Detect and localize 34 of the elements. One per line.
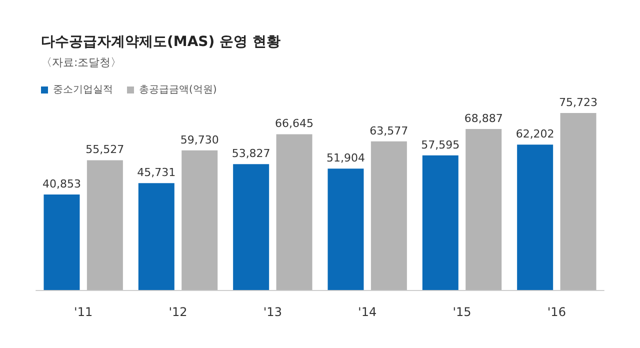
bar [182,150,218,290]
data-label: 63,577 [370,124,408,138]
data-label: 55,527 [86,143,124,156]
data-label: 45,731 [137,166,176,180]
bar [44,194,80,290]
bar [86,160,123,290]
data-label: 62,202 [516,128,554,141]
chart-title: 다수공급자계약제도(MAS) 운영 현황 [41,34,280,50]
x-tick-label: '13 [263,305,282,319]
bar [466,128,502,290]
bar [138,183,174,290]
data-label: 66,645 [275,117,314,130]
data-label: 51,904 [326,152,365,165]
x-tick-label: '16 [547,305,566,319]
bar [517,144,554,290]
bar [276,134,312,290]
data-label: 75,723 [559,96,598,109]
data-label: 57,595 [421,138,460,152]
data-label: 59,730 [180,133,219,146]
x-tick-label: '11 [74,305,93,319]
data-label: 68,887 [464,112,503,125]
legend-label: 중소기업실적 [53,84,113,96]
x-tick-label: '15 [452,305,472,319]
x-tick-label: '12 [168,305,188,319]
data-label: 53,827 [232,147,270,160]
bar [370,141,407,290]
data-label: 40,853 [42,178,81,191]
bar [233,164,270,290]
bar [422,155,458,290]
legend-label: 총공급금액(억원) [139,84,217,96]
chart-subtitle: 〈자료:조달청〉 [41,56,122,69]
bar [328,168,364,290]
bar [560,113,596,290]
x-tick-label: '14 [358,305,377,319]
